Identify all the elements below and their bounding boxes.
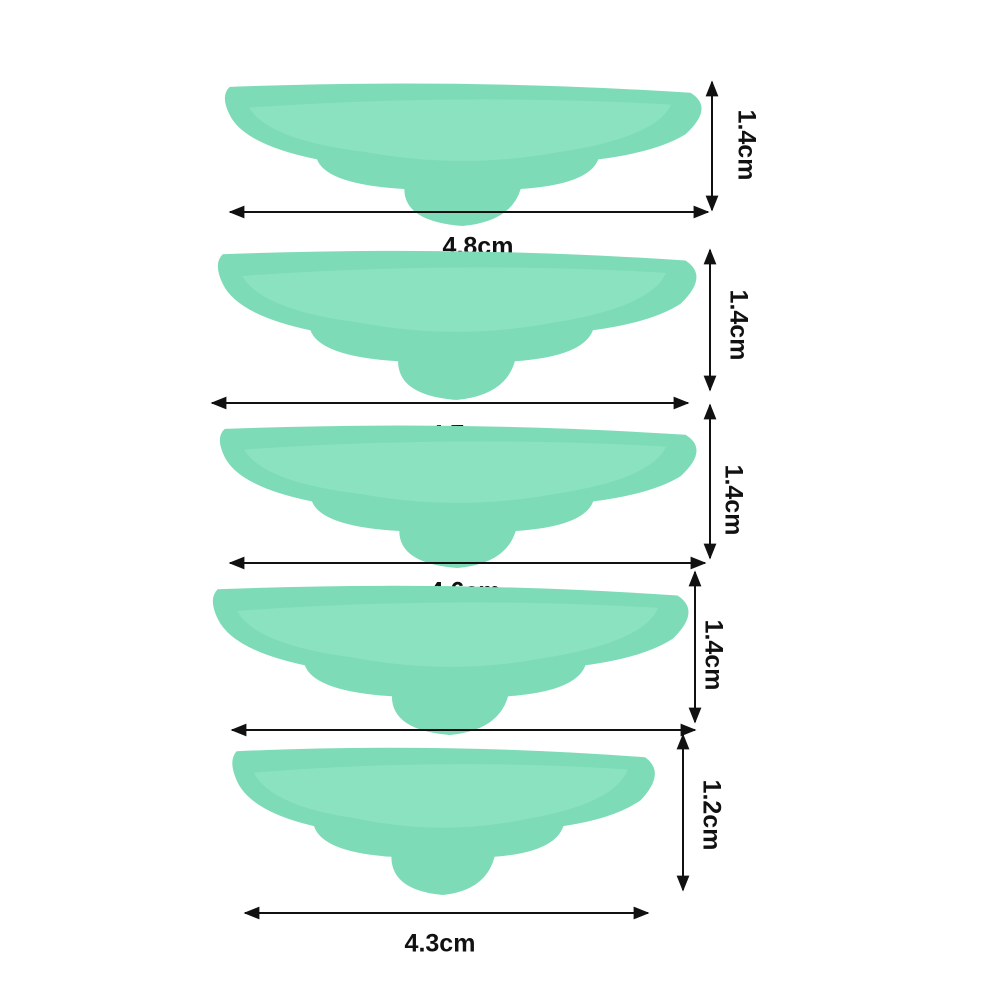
width-label: 4.3cm bbox=[405, 930, 476, 958]
height-label: 1.2cm bbox=[697, 780, 725, 851]
pad-item: 4.3cm 1.2cm bbox=[232, 733, 725, 958]
pad-highlight bbox=[249, 99, 671, 161]
pad-highlight bbox=[237, 602, 659, 667]
height-label: 1.4cm bbox=[719, 465, 747, 536]
height-label: 1.4cm bbox=[724, 290, 752, 361]
height-label: 1.4cm bbox=[699, 620, 727, 691]
pad-highlight bbox=[242, 267, 666, 332]
pad-item: 4.7cm1.4cm bbox=[210, 248, 752, 449]
pad-highlight bbox=[253, 764, 628, 828]
height-label: 1.4cm bbox=[732, 110, 760, 181]
pad-highlight bbox=[244, 441, 666, 503]
